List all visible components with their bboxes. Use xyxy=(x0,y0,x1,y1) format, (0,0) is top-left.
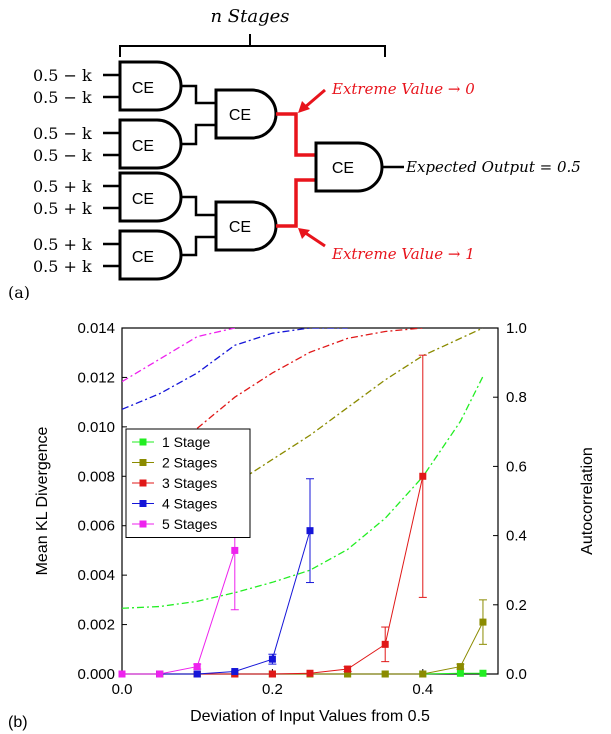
panel-a-label: (a) xyxy=(8,283,30,300)
legend-label: 3 Stages xyxy=(162,475,217,491)
legend-label: 5 Stages xyxy=(162,516,217,532)
annotation-bottom: Extreme Value → 1 xyxy=(331,245,475,263)
y2-tick-label: 0.0 xyxy=(506,666,527,683)
data-point xyxy=(306,669,314,677)
y-axis-label: Mean KL Divergence xyxy=(34,426,51,575)
kl-divergence-lines xyxy=(118,354,487,678)
legend-label: 2 Stages xyxy=(162,455,217,471)
data-point xyxy=(193,670,201,678)
data-point xyxy=(231,668,239,676)
legend: 1 Stage 2 Stages 3 Stages 4 Stages 5 Stages xyxy=(125,428,251,538)
y-tick-label: 0.000 xyxy=(77,666,115,683)
kl-line xyxy=(122,550,236,675)
y-tick-label: 0.004 xyxy=(77,567,115,584)
stage-wires xyxy=(181,84,216,257)
data-point xyxy=(456,663,464,671)
x-tick-label: 0.2 xyxy=(262,681,283,698)
data-point xyxy=(479,669,487,677)
input-label: 0.5 − k xyxy=(33,66,92,85)
input-label: 0.5 − k xyxy=(33,88,92,107)
svg-text:CE: CE xyxy=(229,219,251,236)
y2-tick-label: 0.2 xyxy=(506,597,527,614)
data-point xyxy=(344,665,352,673)
svg-text:CE: CE xyxy=(332,160,354,177)
data-point xyxy=(419,472,427,480)
y2-tick-label: 0.8 xyxy=(506,389,527,406)
svg-text:CE: CE xyxy=(132,80,154,97)
data-point xyxy=(118,670,126,678)
panel-b-label: (b) xyxy=(8,714,28,731)
y-tick-label: 0.002 xyxy=(77,617,115,634)
axes: 0.000 0.002 0.004 0.006 0.008 0.010 0.012 0.014… xyxy=(77,320,526,698)
legend-marker xyxy=(139,520,147,528)
input-label: 0.5 + k xyxy=(33,235,92,254)
ce-gate: CE xyxy=(214,200,278,252)
ce-gate: CE xyxy=(118,118,183,170)
legend-label: 4 Stages xyxy=(162,496,217,512)
input-label: 0.5 + k xyxy=(33,177,92,196)
y-tick-label: 0.006 xyxy=(77,518,115,535)
ce-gate: CE xyxy=(118,60,183,112)
legend-label: 1 Stage xyxy=(162,434,210,450)
y-tick-label: 0.008 xyxy=(77,468,115,485)
data-point xyxy=(381,670,389,678)
data-point xyxy=(479,618,487,626)
data-point xyxy=(268,670,276,678)
arrow-icon xyxy=(298,88,326,113)
input-labels: 0.5 − k 0.5 − k 0.5 − k 0.5 − k 0.5 + k … xyxy=(33,66,92,276)
data-point xyxy=(456,669,464,677)
legend-marker xyxy=(139,438,147,446)
data-point xyxy=(231,546,239,554)
input-label: 0.5 − k xyxy=(33,146,92,165)
annotation-top: Extreme Value → 0 xyxy=(331,80,475,98)
data-point xyxy=(193,663,201,671)
legend-marker xyxy=(139,459,147,466)
legend-marker xyxy=(139,479,147,487)
x-axis-label: Deviation of Input Values from 0.5 xyxy=(190,708,430,725)
svg-text:CE: CE xyxy=(132,191,154,208)
input-wires xyxy=(103,73,120,268)
data-point xyxy=(419,670,427,678)
data-point xyxy=(156,670,164,678)
data-point xyxy=(344,670,352,678)
y-tick-label: 0.012 xyxy=(77,369,115,386)
autocorrelation-line xyxy=(122,328,235,383)
ce-gate-final: CE xyxy=(314,141,384,193)
y2-tick-label: 0.6 xyxy=(506,458,527,475)
svg-text:CE: CE xyxy=(229,107,251,124)
highlight-wires xyxy=(276,112,316,228)
output-label: Expected Output = 0.5 xyxy=(405,158,581,176)
input-label: 0.5 + k xyxy=(33,199,92,218)
legend-marker xyxy=(139,500,147,507)
svg-text:CE: CE xyxy=(132,138,154,155)
ce-gate: CE xyxy=(214,88,278,140)
y2-tick-label: 1.0 xyxy=(506,320,527,337)
autocorrelation-line xyxy=(122,328,348,410)
data-point xyxy=(306,527,314,535)
kl-line xyxy=(122,621,484,675)
arrow-icon xyxy=(298,228,326,248)
input-label: 0.5 + k xyxy=(33,257,92,276)
tree-diagram: n Stages 0.5 − k 0.5 − k 0.5 − k 0.5 − k… xyxy=(8,6,581,300)
y2-axis-label: Autocorrelation xyxy=(579,447,596,555)
y2-tick-label: 0.4 xyxy=(506,528,527,545)
kl-line xyxy=(122,530,311,675)
stages-label: n Stages xyxy=(210,6,289,27)
ce-gate: CE xyxy=(118,171,183,223)
kl-divergence-chart: 0.000 0.002 0.004 0.006 0.008 0.010 0.012 0.014… xyxy=(8,320,596,731)
ce-gate: CE xyxy=(118,229,183,281)
x-tick-label: 0.0 xyxy=(112,681,133,698)
autocorrelation-line xyxy=(196,328,423,429)
data-point xyxy=(381,640,389,648)
autocorrelation-line xyxy=(122,376,484,609)
y-tick-label: 0.010 xyxy=(77,419,115,436)
data-point xyxy=(268,655,276,663)
y-tick-label: 0.014 xyxy=(77,320,115,337)
x-tick-label: 0.4 xyxy=(412,681,433,698)
svg-text:CE: CE xyxy=(132,249,154,266)
input-label: 0.5 − k xyxy=(33,124,92,143)
stages-brace xyxy=(119,34,386,57)
